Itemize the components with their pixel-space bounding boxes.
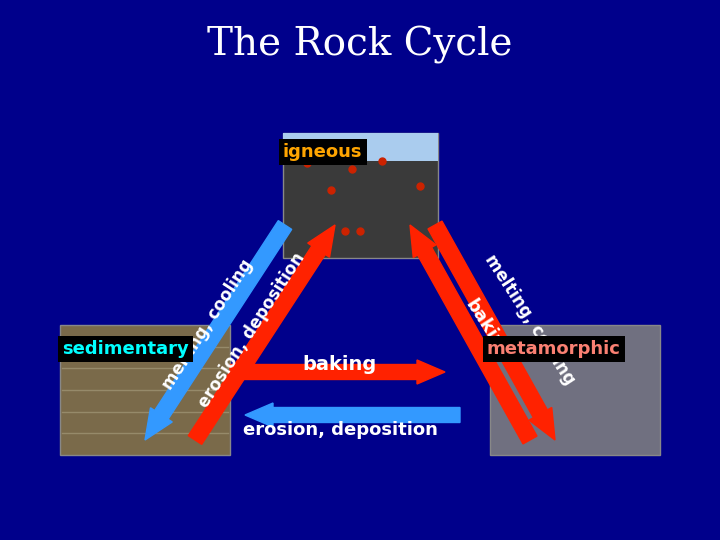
FancyArrow shape xyxy=(245,403,460,427)
FancyArrow shape xyxy=(189,225,335,444)
Text: sedimentary: sedimentary xyxy=(62,340,189,358)
Bar xyxy=(282,132,438,258)
Text: igneous: igneous xyxy=(283,143,362,161)
FancyArrow shape xyxy=(230,360,445,384)
Bar xyxy=(282,132,438,160)
Text: baking: baking xyxy=(303,355,377,375)
Text: metamorphic: metamorphic xyxy=(487,340,621,358)
Bar xyxy=(60,325,230,455)
Text: melting, cooling: melting, cooling xyxy=(159,256,257,394)
FancyArrow shape xyxy=(410,225,537,444)
Text: The Rock Cycle: The Rock Cycle xyxy=(207,26,513,64)
Text: erosion, deposition: erosion, deposition xyxy=(243,421,438,439)
Text: baking: baking xyxy=(462,296,514,363)
Text: erosion, deposition: erosion, deposition xyxy=(195,249,309,411)
Bar xyxy=(490,325,660,455)
Text: melting, cooling: melting, cooling xyxy=(481,252,579,388)
FancyArrow shape xyxy=(428,221,555,440)
FancyArrow shape xyxy=(145,221,292,440)
